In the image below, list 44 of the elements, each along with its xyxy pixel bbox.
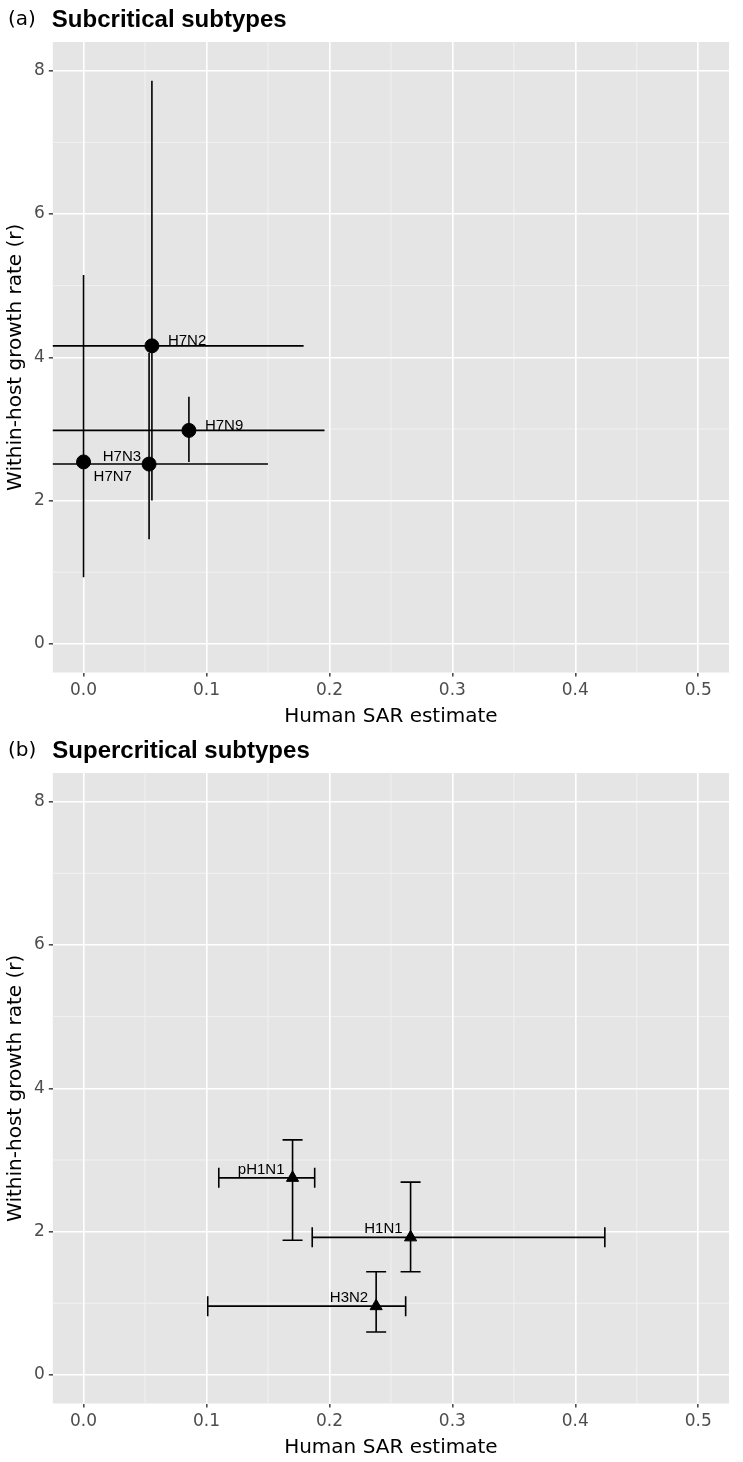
x-axis-title: Human SAR estimate bbox=[284, 703, 498, 728]
x-tick-label: 0.1 bbox=[192, 1410, 221, 1431]
text: (b) bbox=[8, 737, 37, 762]
x-tick-label: 0.3 bbox=[438, 1410, 466, 1431]
point bbox=[369, 1298, 383, 1311]
annotation: pH1N1 bbox=[237, 1160, 285, 1178]
chart-title: Subcritical subtypes bbox=[51, 4, 287, 32]
x-tick-label: 0.3 bbox=[438, 679, 466, 700]
y-tick-label: 8 bbox=[33, 790, 45, 811]
y-tick-label: 4 bbox=[33, 345, 45, 366]
point bbox=[181, 422, 197, 438]
y-tick-label: 4 bbox=[33, 1076, 45, 1097]
x-tick-label: 0.4 bbox=[561, 679, 589, 700]
text: (a) bbox=[8, 6, 36, 31]
y-tick-label: 6 bbox=[33, 933, 45, 954]
y-tick-label: 8 bbox=[33, 59, 45, 80]
y-tick-label: 0 bbox=[33, 1363, 45, 1384]
y-axis-title: Within-host growth rate (r) bbox=[2, 954, 27, 1222]
y-tick-label: 6 bbox=[33, 202, 45, 223]
point bbox=[76, 454, 92, 470]
x-tick-label: 0.4 bbox=[561, 1410, 589, 1431]
x-tick-label: 0.5 bbox=[684, 679, 712, 700]
x-tick-label: 0.1 bbox=[192, 679, 221, 700]
y-tick-label: 2 bbox=[33, 1220, 45, 1241]
x-tick-label: 0.0 bbox=[70, 679, 98, 700]
point bbox=[404, 1229, 418, 1242]
x-tick-label: 0.0 bbox=[70, 1410, 98, 1431]
annotation: H7N9 bbox=[204, 415, 244, 433]
x-tick-label: 0.5 bbox=[684, 1410, 712, 1431]
y-tick-label: 0 bbox=[33, 632, 45, 653]
annotation: H7N2 bbox=[167, 330, 207, 348]
y-axis-title: Within-host growth rate (r) bbox=[2, 223, 27, 491]
y-tick-label: 2 bbox=[33, 489, 45, 510]
chart-title: Supercritical subtypes bbox=[52, 735, 310, 763]
x-tick-label: 0.2 bbox=[315, 679, 343, 700]
point bbox=[141, 456, 157, 472]
annotation: H7N3 bbox=[102, 447, 142, 465]
point bbox=[285, 1170, 300, 1182]
x-tick-label: 0.2 bbox=[315, 1410, 343, 1431]
x-axis-title: Human SAR estimate bbox=[284, 1434, 498, 1459]
point bbox=[144, 338, 160, 354]
annotation: H1N1 bbox=[364, 1219, 403, 1237]
annotation: H3N2 bbox=[329, 1288, 369, 1306]
annotation: H7N7 bbox=[93, 467, 132, 485]
